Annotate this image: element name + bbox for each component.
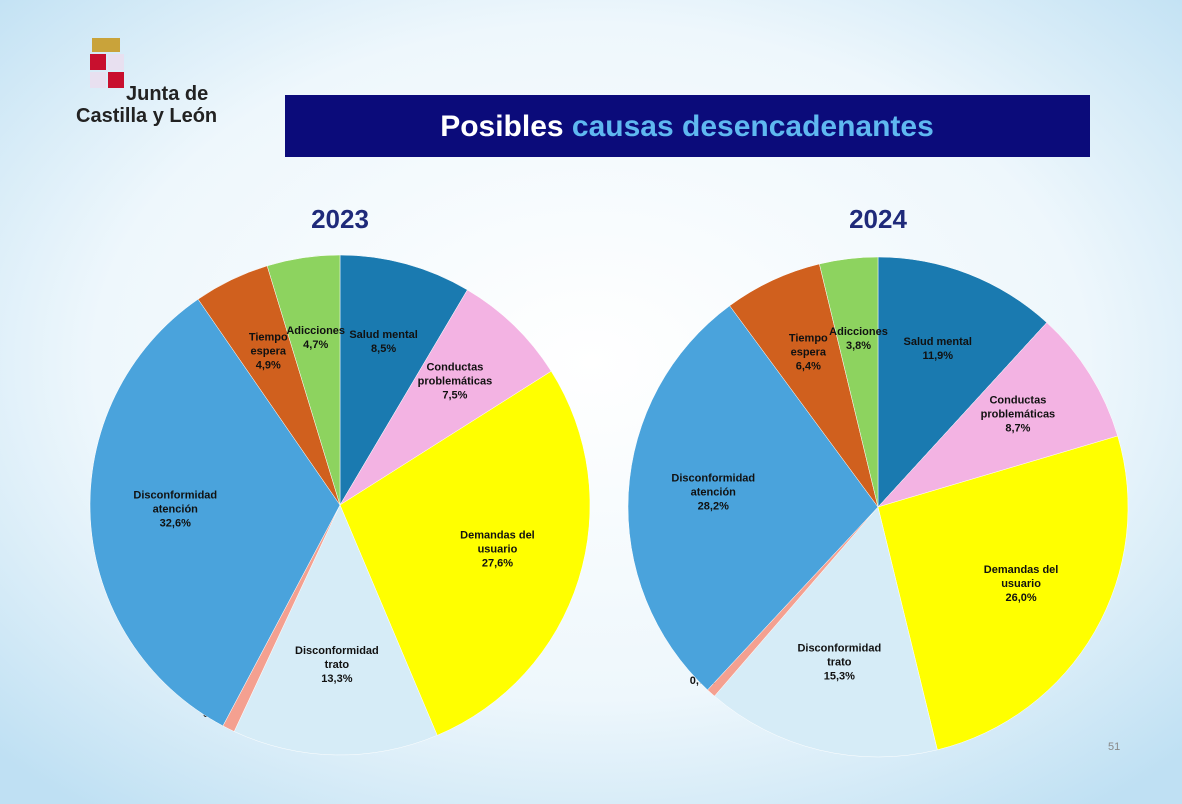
slice-label-line: atención (153, 504, 199, 516)
title-bar (285, 95, 1090, 157)
page-number: 51 (1108, 741, 1120, 753)
slice-label: Conductas problemáticas (981, 395, 1056, 421)
value-label: 15,3% (824, 670, 855, 682)
slice-label: Tiempo espera (789, 332, 828, 358)
slice-label-line: Tiempo (789, 332, 828, 344)
value-label: 28,2% (698, 501, 729, 513)
value-label: 4,9% (256, 359, 281, 371)
value-label: 32,6% (160, 518, 191, 530)
slice-label-line: Demandas del (984, 564, 1059, 576)
value-label: 27,6% (482, 557, 513, 569)
pie-slice (877, 256, 1048, 508)
slice-label-line: Salud mental (904, 336, 972, 348)
pie-slice (627, 305, 879, 691)
slice-label: Adicciones (829, 326, 888, 338)
value-label: 8,7% (1005, 423, 1030, 435)
slice-label-line: Disconformidad (797, 642, 881, 654)
pie-slice (819, 256, 879, 508)
slice-label: Disconformidad trato (295, 645, 379, 671)
slice-label: Demandas del usuario (460, 529, 535, 555)
slice-label-line: Salud mental (349, 329, 417, 341)
slice-label-line: usuario (1001, 578, 1041, 590)
slice-label: Disconformidad atención (671, 473, 755, 499)
slice-label-line: problemáticas (418, 376, 493, 388)
value-label: 4,7% (303, 339, 328, 351)
slice-label-line: Disconformidad (671, 473, 755, 485)
slice-label-line: problemáticas (981, 409, 1056, 421)
slide-title: Posibles causas desencadenantes (440, 110, 934, 143)
title-part: Posibles (440, 110, 563, 143)
logo-shield (90, 38, 124, 88)
value-label: 7,5% (442, 390, 467, 402)
slice-label: Conductas problemáticas (418, 362, 493, 388)
slice-label-line: trato (325, 659, 350, 671)
slice-label: Adicciones (286, 325, 345, 337)
value-label: 6,4% (796, 360, 821, 372)
slice-label-line: usuario (478, 543, 518, 555)
slice-label: Salud mental (349, 329, 417, 341)
slice-label: Tiempo espera (249, 331, 288, 357)
chart-title: 2024 (849, 204, 907, 234)
pie-slice (714, 506, 938, 758)
slice-label: Demandas del usuario (984, 564, 1059, 590)
slice-label-line: Tiempo (249, 331, 288, 343)
value-label: 8,5% (371, 343, 396, 355)
logo-text: Junta de (126, 83, 208, 105)
slice-label-line: espera (251, 345, 287, 357)
slice-label-line: Conductas (426, 362, 483, 374)
pie-slice (339, 370, 591, 736)
pie-slice (877, 322, 1119, 508)
slice-label-line: Disconformidad (295, 645, 379, 657)
slice-label-line: espera (791, 346, 827, 358)
slice-label-line: Disconformidad (133, 490, 217, 502)
slice-label-line: Adicciones (286, 325, 345, 337)
pie-slice (266, 254, 341, 506)
slice-label-line: Demandas del (460, 529, 535, 541)
slice-label-line: atención (691, 487, 737, 499)
slice-label: Salud mental (904, 336, 972, 348)
title-part: causas desencadenantes (572, 110, 934, 143)
value-label: 13,3% (321, 673, 352, 685)
logo-text: Castilla y León (76, 105, 217, 127)
slice-label-line: Adicciones (829, 326, 888, 338)
pie-slice (339, 289, 552, 506)
slice-label-line: Conductas (989, 395, 1046, 407)
value-label: 26,0% (1005, 592, 1036, 604)
pie-slice (339, 254, 468, 506)
slice-label: Disconformidad atención (133, 490, 217, 516)
slice-label: Disconformidad trato (797, 642, 881, 668)
value-label: 3,8% (846, 340, 871, 352)
slice-label-line: trato (827, 656, 852, 668)
pie-slice (233, 504, 438, 756)
pie-slice (89, 298, 341, 727)
pie-slice (877, 435, 1129, 751)
chart-title: 2023 (311, 204, 369, 234)
value-label: 11,9% (922, 350, 953, 362)
